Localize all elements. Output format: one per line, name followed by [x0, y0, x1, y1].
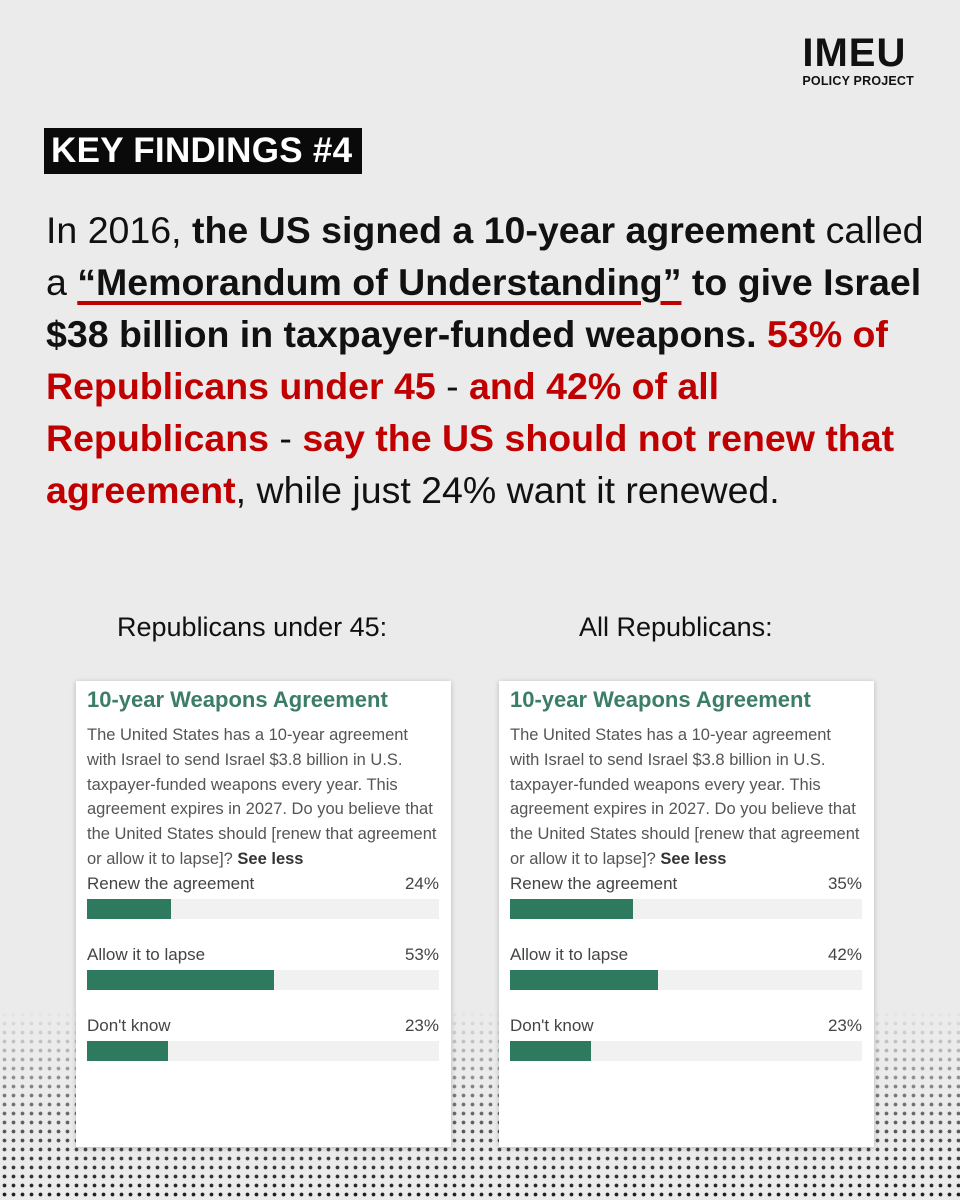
- poll-card-all: 10-year Weapons Agreement The United Sta…: [499, 681, 874, 1147]
- headline-bold: the US signed a 10-year agreement: [191, 209, 816, 251]
- see-less-link[interactable]: See less: [660, 849, 727, 868]
- poll-question: The United States has a 10-year agreemen…: [510, 723, 862, 872]
- headline-text: In 2016, the US signed a 10-year agreeme…: [46, 204, 926, 516]
- option-label: Renew the agreement: [87, 873, 255, 893]
- option-percent: 23%: [404, 1015, 439, 1035]
- headline-highlight: and 42% of all Republicans: [46, 365, 720, 459]
- poll-card-under-45: 10-year Weapons Agreement The United Sta…: [76, 681, 451, 1147]
- headline-dash: -: [279, 417, 292, 459]
- poll-option: Renew the agreement 35%: [510, 872, 862, 943]
- option-bar-track: [87, 1040, 439, 1061]
- option-percent: 35%: [827, 873, 862, 893]
- option-percent: 53%: [404, 944, 439, 964]
- headline-part: , while just 24% want it renewed.: [235, 469, 780, 511]
- option-bar-track: [510, 898, 862, 919]
- option-bar-fill: [510, 898, 634, 919]
- option-label: Don't know: [510, 1015, 594, 1035]
- option-bar-track: [510, 1040, 862, 1061]
- memorandum-link-text: “Memorandum of Understanding”: [77, 261, 682, 303]
- option-bar-track: [87, 969, 439, 990]
- option-bar-fill: [87, 898, 172, 919]
- headline-highlight: say the US should not renew that agreeme…: [46, 417, 895, 511]
- logo-wordmark: IMEU: [802, 31, 907, 75]
- headline-part: called a: [46, 209, 924, 303]
- option-percent: 23%: [827, 1015, 862, 1035]
- poll-title: 10-year Weapons Agreement: [510, 687, 811, 712]
- poll-option: Allow it to lapse 53%: [87, 943, 439, 1014]
- option-bar-fill: [87, 969, 274, 990]
- option-bar-track: [87, 898, 439, 919]
- poll-question-text: The United States has a 10-year agreemen…: [87, 726, 437, 868]
- option-label: Don't know: [87, 1015, 171, 1035]
- imeu-logo: IMEU POLICY PROJECT: [802, 33, 914, 89]
- option-bar-fill: [510, 969, 658, 990]
- key-findings-badge: KEY FINDINGS #4: [44, 128, 363, 174]
- option-label: Renew the agreement: [510, 873, 678, 893]
- headline-bold: to give Israel $38 billion in taxpayer-f…: [46, 261, 922, 355]
- option-bar-fill: [510, 1040, 591, 1061]
- poll-question-text: The United States has a 10-year agreemen…: [510, 726, 860, 868]
- headline-dash: -: [446, 365, 459, 407]
- option-bar-fill: [87, 1040, 168, 1061]
- see-less-link[interactable]: See less: [237, 849, 304, 868]
- logo-subtitle: POLICY PROJECT: [802, 74, 914, 88]
- headline-part: In 2016,: [46, 209, 182, 251]
- column-label-all: All Republicans:: [579, 612, 773, 642]
- poll-option: Allow it to lapse 42%: [510, 943, 862, 1014]
- option-percent: 24%: [404, 873, 439, 893]
- poll-option: Don't know 23%: [87, 1014, 439, 1085]
- poll-question: The United States has a 10-year agreemen…: [87, 723, 439, 872]
- option-label: Allow it to lapse: [510, 944, 629, 964]
- option-label: Allow it to lapse: [87, 944, 206, 964]
- headline-highlight: 53% of Republicans under 45: [46, 313, 888, 407]
- option-percent: 42%: [827, 944, 862, 964]
- column-label-under-45: Republicans under 45:: [117, 612, 388, 642]
- option-bar-track: [510, 969, 862, 990]
- poll-option: Renew the agreement 24%: [87, 872, 439, 943]
- poll-title: 10-year Weapons Agreement: [87, 687, 388, 712]
- poll-option: Don't know 23%: [510, 1014, 862, 1085]
